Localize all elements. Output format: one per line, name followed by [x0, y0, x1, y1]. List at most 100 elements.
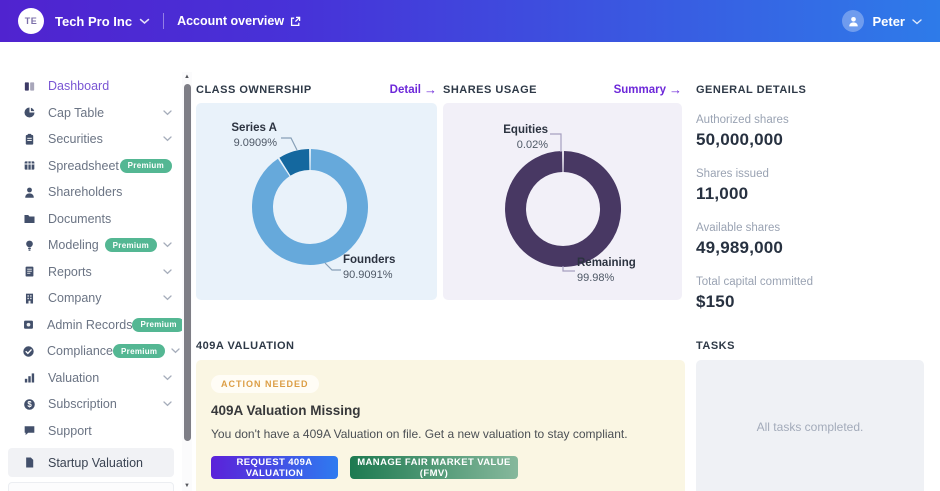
sidebar-item-label: Support: [48, 423, 92, 438]
company-icon: [22, 291, 36, 305]
main-content: CLASS OWNERSHIP Detail → SHARES USAGE Su…: [196, 42, 940, 491]
detail-label: Available shares: [696, 222, 781, 234]
documents-icon: [22, 212, 36, 226]
sidebar-next-item-partial: [8, 482, 174, 491]
company-name[interactable]: Tech Pro Inc: [55, 13, 133, 29]
valuation-409a-title: 409A VALUATION: [196, 339, 295, 352]
company-logo-initials: TE: [24, 16, 38, 26]
sidebar-item-label: Modeling: [48, 238, 99, 253]
chevron-down-icon: [163, 295, 172, 301]
sidebar-item-label: Cap Table: [48, 105, 105, 120]
sidebar-item-label: Startup Valuation: [48, 455, 143, 470]
manage-fmv-button[interactable]: MANAGE FAIR MARKET VALUE (FMV): [350, 456, 518, 479]
detail-value: 50,000,000: [696, 130, 784, 149]
sidebar-item-shareholders[interactable]: Shareholders: [0, 179, 182, 206]
sidebar-item-support[interactable]: Support: [0, 418, 182, 445]
chart-label-series-a: Series A 9.0909%: [231, 122, 277, 149]
admin-records-icon: [22, 318, 35, 332]
action-needed-badge: ACTION NEEDED: [211, 375, 319, 393]
startup-valuation-icon: [22, 456, 36, 470]
sidebar-item-company[interactable]: Company: [0, 285, 182, 312]
general-details-row: Available shares 49,989,000: [696, 222, 924, 258]
sidebar-item-cap-table[interactable]: Cap Table: [0, 100, 182, 127]
valuation-409a-panel: ACTION NEEDED 409A Valuation Missing You…: [196, 360, 685, 491]
user-name: Peter: [872, 13, 905, 29]
sidebar-item-securities[interactable]: Securities: [0, 126, 182, 153]
premium-badge: Premium: [104, 238, 157, 253]
donut-segment-remaining: [505, 151, 622, 267]
chevron-down-icon[interactable]: [139, 18, 150, 25]
sidebar-item-admin-records[interactable]: Admin Records Premium: [0, 312, 182, 339]
sidebar-item-label: Compliance: [47, 344, 114, 359]
arrow-right-icon: →: [424, 82, 437, 97]
scrollbar-down-arrow-icon[interactable]: ▼: [184, 483, 190, 489]
class-ownership-donut-chart: [252, 137, 368, 271]
class-ownership-detail-link[interactable]: Detail →: [389, 82, 437, 97]
class-ownership-panel: Series A 9.0909% Founders 90.9091%: [196, 103, 437, 300]
request-409a-valuation-button[interactable]: REQUEST 409A VALUATION: [211, 456, 338, 479]
sidebar-item-label: Securities: [48, 132, 103, 147]
subscription-icon: $: [22, 397, 36, 411]
sidebar-item-label: Dashboard: [48, 79, 110, 94]
chevron-down-icon: [171, 348, 181, 354]
securities-icon: [22, 132, 36, 146]
compliance-icon: [22, 344, 35, 358]
account-overview-link[interactable]: Account overview: [177, 14, 301, 28]
shares-usage-summary-link[interactable]: Summary →: [613, 82, 682, 97]
detail-label: Authorized shares: [696, 114, 789, 126]
scrollbar-up-arrow-icon[interactable]: ▲: [184, 74, 190, 80]
sidebar-item-documents[interactable]: Documents: [0, 206, 182, 233]
sidebar-item-subscription[interactable]: $ Subscription: [0, 391, 182, 418]
tasks-empty-message: All tasks completed.: [756, 420, 864, 434]
general-details-row: Shares issued 11,000: [696, 168, 924, 204]
sidebar-item-reports[interactable]: Reports: [0, 259, 182, 286]
sidebar-item-label: Reports: [48, 264, 92, 279]
sidebar-item-label: Company: [48, 291, 102, 306]
chevron-down-icon: [163, 269, 172, 275]
donut-segment-series-a: [279, 149, 310, 176]
sidebar-item-label: Valuation: [48, 370, 100, 385]
spreadsheet-icon: [22, 159, 36, 173]
dashboard-icon: [22, 79, 36, 93]
sidebar-item-valuation[interactable]: Valuation: [0, 365, 182, 392]
premium-badge: Premium: [132, 317, 182, 332]
chevron-down-icon: [163, 375, 172, 381]
detail-label: Total capital committed: [696, 276, 813, 288]
sidebar-item-modeling[interactable]: Modeling Premium: [0, 232, 182, 259]
class-ownership-title: CLASS OWNERSHIP: [196, 83, 312, 96]
valuation-icon: [22, 371, 36, 385]
premium-badge: Premium: [113, 344, 166, 359]
cap-table-icon: [22, 106, 36, 120]
tasks-title: TASKS: [696, 339, 735, 352]
valuation-missing-heading: 409A Valuation Missing: [211, 403, 361, 418]
sidebar-item-label: Shareholders: [48, 185, 123, 200]
detail-value: 49,989,000: [696, 238, 784, 257]
sidebar-item-label: Spreadsheet: [48, 158, 119, 173]
shares-usage-title: SHARES USAGE: [443, 83, 538, 96]
external-link-icon: [290, 16, 301, 27]
chevron-down-icon: [163, 136, 172, 142]
sidebar: Dashboard Cap Table Securities Spreadsheet P…: [0, 42, 182, 491]
svg-text:$: $: [27, 400, 32, 409]
shares-usage-donut-chart: [505, 133, 622, 272]
premium-badge: Premium: [119, 158, 172, 173]
arrow-right-icon: →: [669, 82, 682, 97]
reports-icon: [22, 265, 36, 279]
sidebar-item-spreadsheet[interactable]: Spreadsheet Premium: [0, 153, 182, 180]
sidebar-item-label: Documents: [48, 211, 112, 226]
sidebar-item-compliance[interactable]: Compliance Premium: [0, 338, 182, 365]
user-menu[interactable]: Peter: [842, 10, 922, 32]
chevron-down-icon: [163, 401, 172, 407]
general-details-panel: Authorized shares 50,000,000 Shares issued…: [696, 103, 924, 330]
sidebar-item-startup-valuation[interactable]: Startup Valuation: [8, 448, 174, 477]
chevron-down-icon: [163, 110, 172, 116]
general-details-row: Authorized shares 50,000,000: [696, 114, 924, 150]
general-details-title: GENERAL DETAILS: [696, 83, 807, 96]
company-logo[interactable]: TE: [18, 8, 44, 34]
top-navbar: TE Tech Pro Inc Account overview Peter: [0, 0, 940, 42]
sidebar-item-dashboard[interactable]: Dashboard: [0, 73, 182, 100]
vertical-scrollbar[interactable]: ▲ ▼: [182, 72, 192, 491]
sidebar-item-label: Subscription: [48, 397, 117, 412]
scrollbar-thumb[interactable]: [183, 84, 191, 441]
chart-label-founders: Founders 90.9091%: [343, 254, 396, 281]
